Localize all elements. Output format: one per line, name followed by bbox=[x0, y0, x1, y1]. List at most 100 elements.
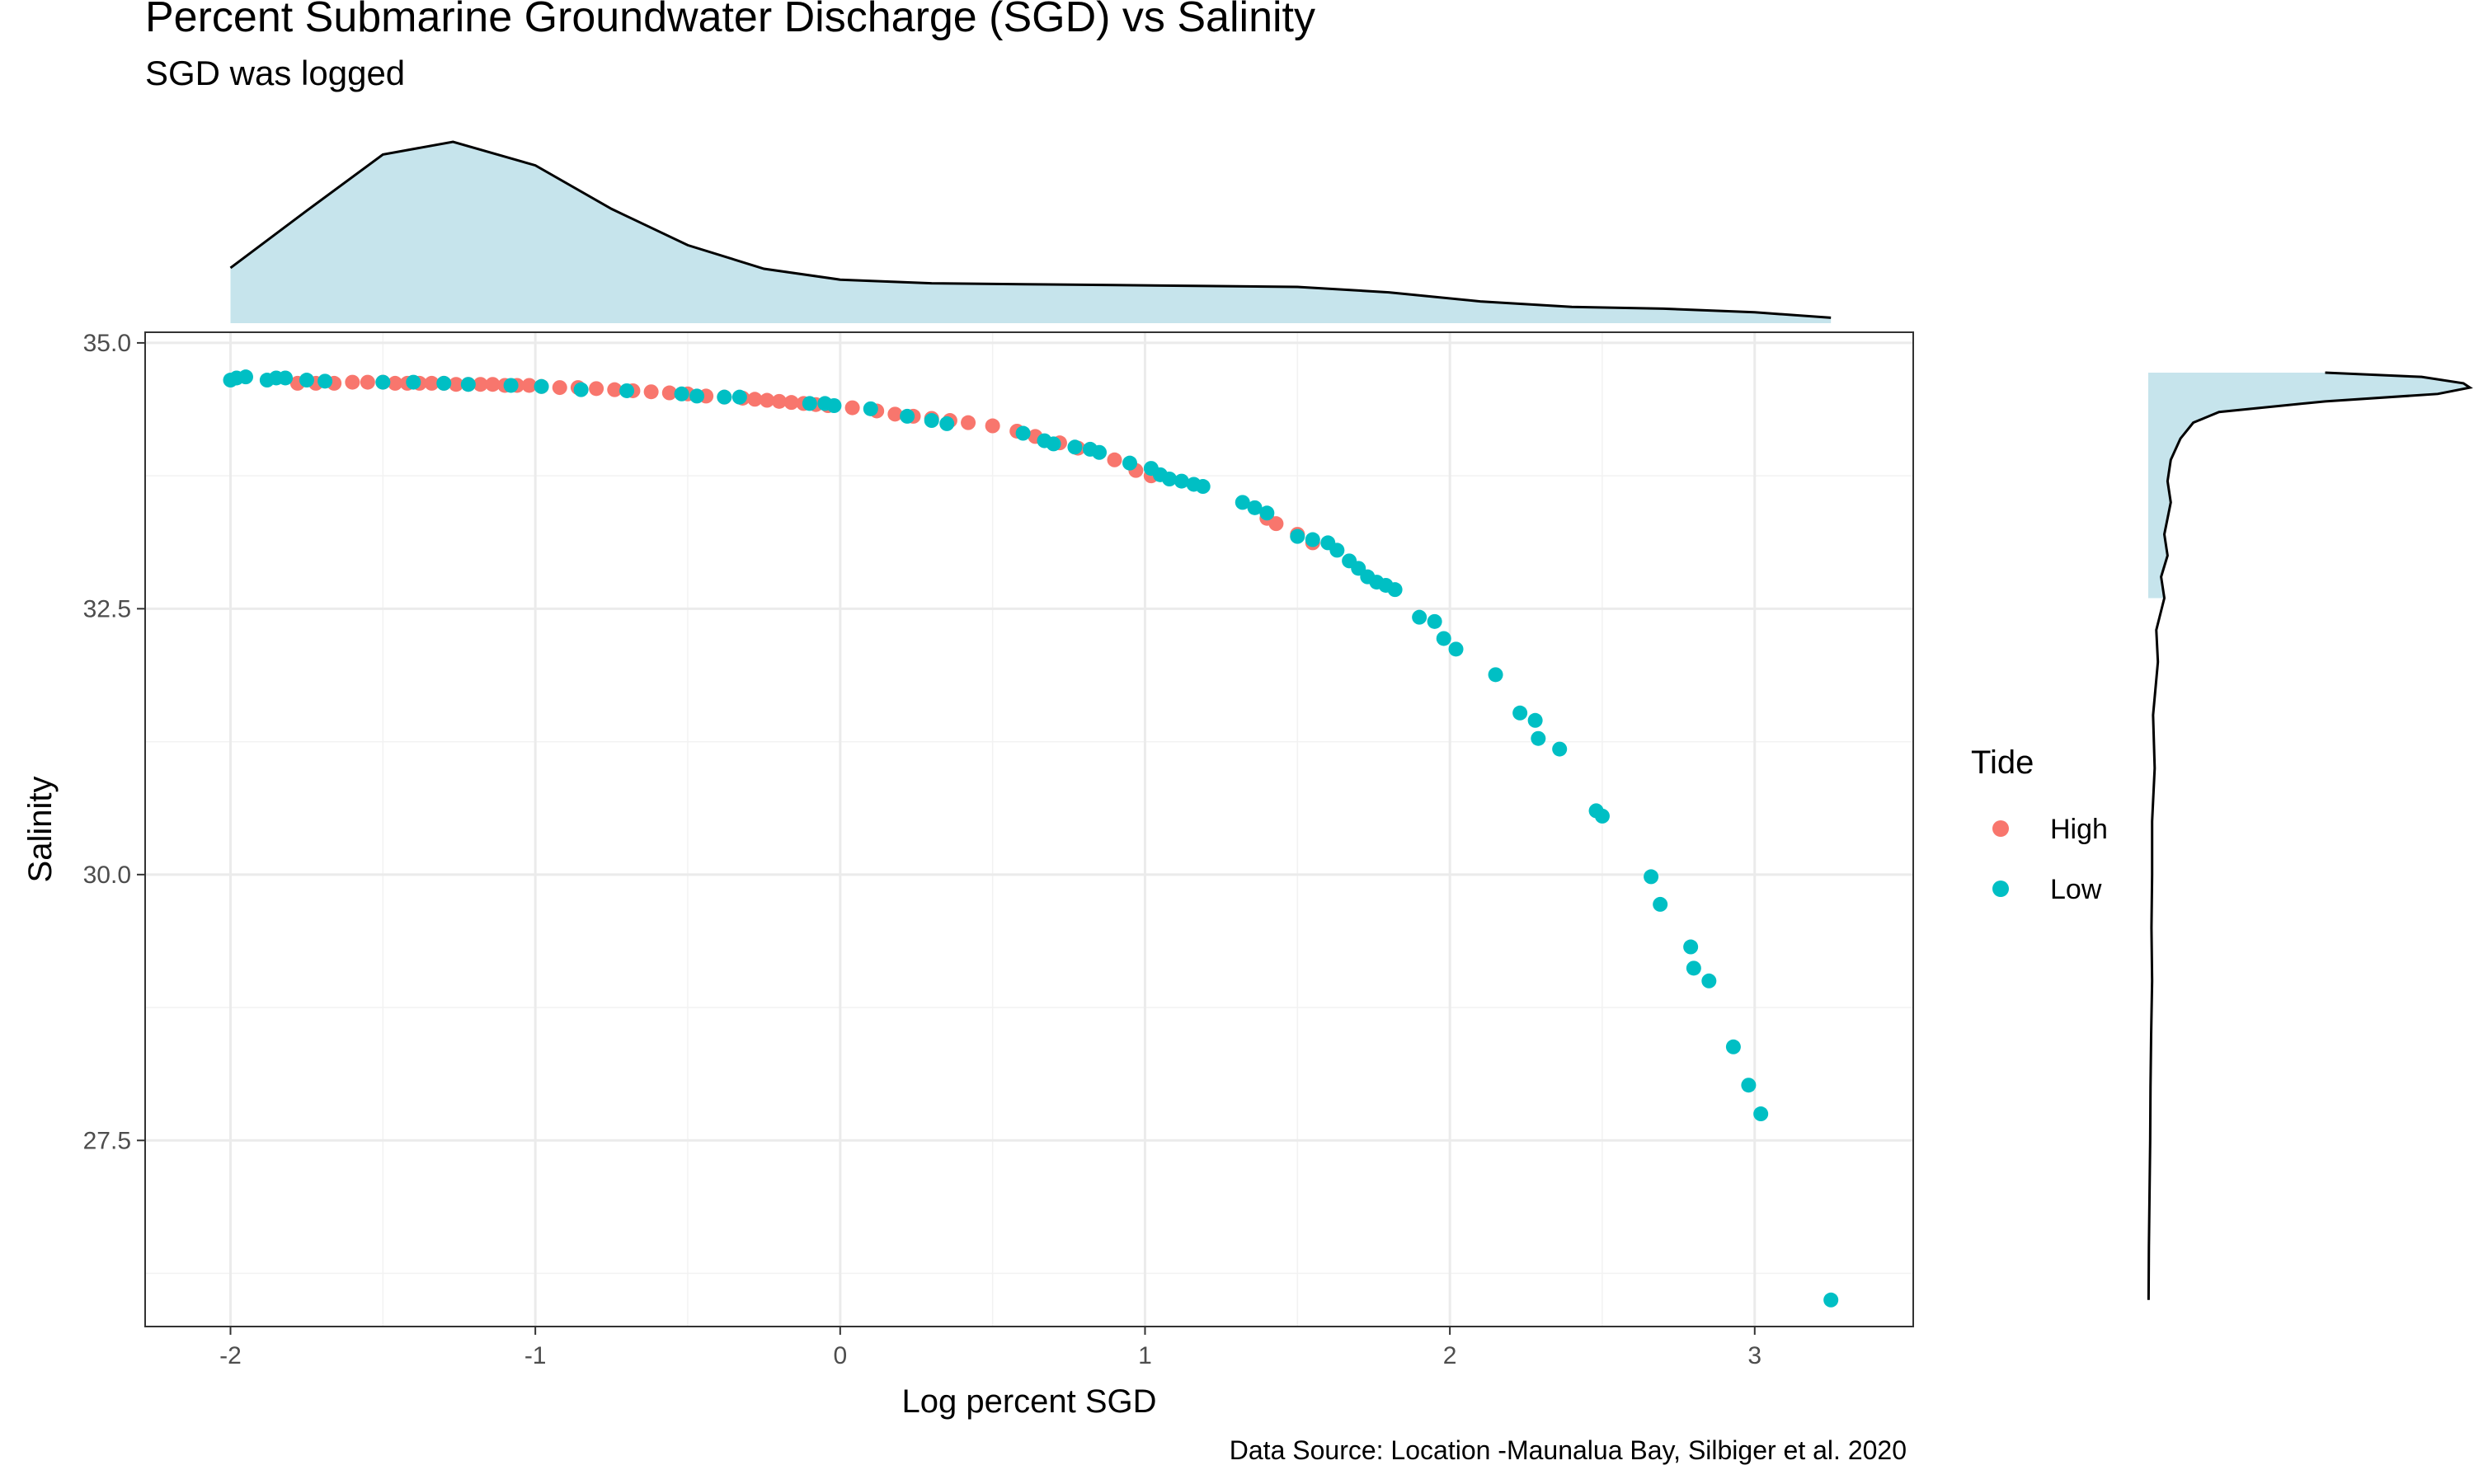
data-point-high bbox=[552, 380, 567, 396]
grid bbox=[145, 332, 1913, 1327]
data-point-low bbox=[1329, 542, 1345, 558]
data-point-low bbox=[1427, 613, 1442, 629]
x-tick-label: 3 bbox=[1747, 1342, 1761, 1369]
data-point-low bbox=[802, 396, 817, 411]
data-point-high bbox=[521, 378, 537, 393]
data-point-low bbox=[826, 397, 842, 413]
data-point-low bbox=[238, 369, 253, 385]
data-point-low bbox=[1552, 741, 1568, 757]
data-point-low bbox=[619, 383, 635, 398]
legend-key-high bbox=[1992, 820, 2009, 837]
data-point-low bbox=[1162, 471, 1178, 486]
data-point-low bbox=[1644, 869, 1659, 885]
data-point-low bbox=[1092, 444, 1108, 460]
data-point-high bbox=[345, 374, 360, 390]
data-point-low bbox=[1653, 896, 1668, 912]
data-point-high bbox=[961, 415, 976, 430]
y-axis: 27.5 30.0 32.5 35.0 bbox=[83, 330, 145, 1154]
legend-label-high: High bbox=[2050, 814, 2108, 845]
data-point-low bbox=[1753, 1106, 1769, 1122]
data-point-low bbox=[299, 373, 314, 388]
data-point-high bbox=[887, 406, 903, 422]
data-point-low bbox=[924, 413, 939, 429]
x-axis: -2 -1 0 1 2 3 bbox=[219, 1327, 1761, 1369]
plot-panel bbox=[145, 332, 1913, 1327]
data-point-high bbox=[589, 381, 604, 397]
plot-panel-border bbox=[144, 331, 1914, 1327]
data-point-low bbox=[1305, 532, 1320, 547]
data-point-low bbox=[1448, 641, 1464, 657]
data-point-low bbox=[1488, 667, 1503, 683]
legend-title: Tide bbox=[1971, 744, 2034, 781]
right-density-area bbox=[2148, 373, 2470, 599]
legend-key-low bbox=[1992, 881, 2009, 897]
legend: Tide High Low bbox=[1971, 744, 2108, 905]
y-axis-title: Salinity bbox=[22, 777, 59, 883]
data-point-low bbox=[1512, 705, 1528, 721]
y-tick-label: 27.5 bbox=[83, 1127, 131, 1154]
data-point-low bbox=[1823, 1292, 1839, 1308]
data-point-high bbox=[844, 400, 860, 416]
data-point-low bbox=[1046, 436, 1061, 452]
data-point-high bbox=[1268, 516, 1284, 532]
data-point-low bbox=[1015, 425, 1031, 441]
data-point-high bbox=[747, 392, 763, 407]
data-point-low bbox=[573, 382, 589, 397]
data-point-low bbox=[1594, 808, 1610, 824]
data-point-low bbox=[436, 375, 452, 391]
x-tick-label: -1 bbox=[524, 1342, 547, 1369]
data-point-low bbox=[1259, 505, 1275, 521]
data-point-low bbox=[1436, 631, 1451, 646]
data-point-low bbox=[900, 408, 915, 424]
chart-subtitle: SGD was logged bbox=[145, 54, 405, 92]
data-point-low bbox=[460, 377, 476, 392]
top-density-area bbox=[230, 142, 1832, 323]
right-density-plot bbox=[2147, 371, 2473, 1300]
top-density-plot bbox=[229, 140, 1832, 323]
data-point-low bbox=[863, 401, 878, 416]
data-point-low bbox=[1412, 609, 1427, 625]
data-point-low bbox=[1195, 479, 1211, 495]
data-point-low bbox=[375, 374, 391, 390]
data-point-low bbox=[717, 389, 732, 405]
y-tick-label: 30.0 bbox=[83, 862, 131, 889]
data-point-high bbox=[449, 377, 464, 392]
data-point-low bbox=[1174, 473, 1189, 489]
data-point-low bbox=[278, 370, 294, 386]
data-point-low bbox=[1247, 500, 1263, 515]
data-point-high bbox=[485, 377, 501, 392]
data-point-low bbox=[1683, 939, 1699, 955]
data-point-low bbox=[731, 389, 747, 405]
data-point-low bbox=[406, 374, 421, 390]
data-point-high bbox=[771, 393, 787, 409]
data-point-high bbox=[783, 395, 799, 411]
data-point-high bbox=[424, 375, 440, 391]
data-point-high bbox=[360, 374, 375, 390]
legend-label-low: Low bbox=[2050, 874, 2102, 905]
caption: Data Source: Location -Maunalua Bay, Sil… bbox=[1230, 1435, 1907, 1465]
data-point-low bbox=[1686, 960, 1701, 976]
data-point-low bbox=[1387, 582, 1403, 598]
x-tick-label: -2 bbox=[219, 1342, 242, 1369]
y-tick-label: 32.5 bbox=[83, 595, 131, 622]
data-point-high bbox=[985, 418, 1000, 434]
x-tick-label: 1 bbox=[1138, 1342, 1152, 1369]
data-point-low bbox=[1741, 1078, 1757, 1093]
data-point-low bbox=[317, 373, 333, 389]
data-point-high bbox=[661, 385, 677, 401]
data-point-high bbox=[607, 382, 623, 397]
data-point-high bbox=[643, 384, 659, 400]
data-point-low bbox=[1290, 528, 1305, 544]
data-point-high bbox=[1107, 452, 1122, 467]
y-tick-label: 35.0 bbox=[83, 330, 131, 357]
data-point-low bbox=[534, 378, 549, 394]
data-point-low bbox=[1531, 730, 1546, 746]
data-point-low bbox=[503, 378, 519, 393]
scatter-points bbox=[223, 369, 1839, 1308]
chart-title: Percent Submarine Groundwater Discharge … bbox=[145, 0, 1315, 41]
data-point-low bbox=[689, 388, 705, 404]
data-point-high bbox=[473, 377, 488, 392]
data-point-low bbox=[1701, 973, 1717, 989]
data-point-low bbox=[674, 386, 689, 402]
